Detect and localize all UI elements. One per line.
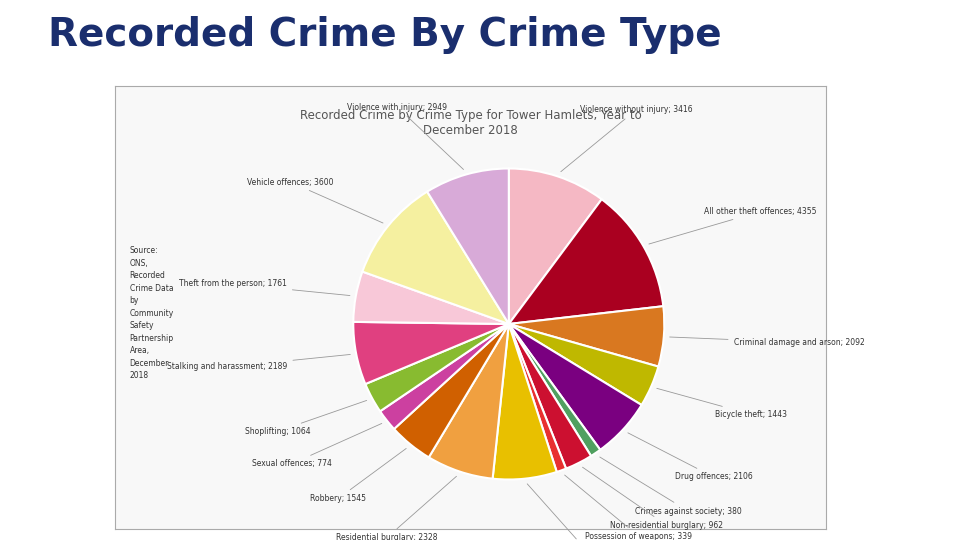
Wedge shape bbox=[509, 324, 600, 456]
Text: Residential burglary; 2328: Residential burglary; 2328 bbox=[336, 476, 456, 540]
Text: Source:
ONS,
Recorded
Crime Data
by
Community
Safety
Partnership
Area,
December
: Source: ONS, Recorded Crime Data by Comm… bbox=[130, 246, 174, 380]
Text: Public order offences; 2229: Public order offences; 2229 bbox=[527, 484, 636, 540]
Text: Shoplifting; 1064: Shoplifting; 1064 bbox=[245, 401, 367, 436]
Text: All other theft offences; 4355: All other theft offences; 4355 bbox=[649, 207, 817, 244]
Text: Bicycle theft; 1443: Bicycle theft; 1443 bbox=[657, 388, 787, 419]
Wedge shape bbox=[509, 324, 566, 472]
Text: Sexual offences; 774: Sexual offences; 774 bbox=[252, 423, 382, 468]
Wedge shape bbox=[509, 306, 664, 367]
Wedge shape bbox=[509, 199, 663, 324]
Text: Violence without injury; 3416: Violence without injury; 3416 bbox=[561, 105, 692, 172]
Text: Non-residential burglary; 962: Non-residential burglary; 962 bbox=[583, 467, 723, 530]
Text: Recorded Crime By Crime Type: Recorded Crime By Crime Type bbox=[48, 16, 722, 54]
Wedge shape bbox=[427, 168, 509, 324]
Text: Robbery; 1545: Robbery; 1545 bbox=[310, 449, 406, 503]
Wedge shape bbox=[366, 324, 509, 411]
Wedge shape bbox=[353, 322, 509, 384]
Text: Drug offences; 2106: Drug offences; 2106 bbox=[628, 433, 753, 481]
Text: Violence with injury; 2949: Violence with injury; 2949 bbox=[348, 103, 464, 170]
Text: Crimes against society; 380: Crimes against society; 380 bbox=[600, 457, 741, 516]
Wedge shape bbox=[509, 324, 641, 450]
Text: Criminal damage and arson; 2092: Criminal damage and arson; 2092 bbox=[670, 337, 864, 347]
Text: Theft from the person; 1761: Theft from the person; 1761 bbox=[179, 279, 350, 295]
Text: Possession of weapons; 339: Possession of weapons; 339 bbox=[564, 475, 692, 540]
Text: Recorded Crime by Crime Type for Tower Hamlets, Year to
December 2018: Recorded Crime by Crime Type for Tower H… bbox=[300, 109, 641, 137]
Wedge shape bbox=[429, 324, 509, 478]
Wedge shape bbox=[380, 324, 509, 429]
Text: Stalking and harassment; 2189: Stalking and harassment; 2189 bbox=[167, 354, 350, 372]
Wedge shape bbox=[509, 324, 659, 405]
Wedge shape bbox=[509, 168, 602, 324]
Wedge shape bbox=[492, 324, 557, 480]
Wedge shape bbox=[509, 324, 591, 469]
Wedge shape bbox=[362, 192, 509, 324]
Wedge shape bbox=[394, 324, 509, 457]
Wedge shape bbox=[353, 272, 509, 324]
Text: Vehicle offences; 3600: Vehicle offences; 3600 bbox=[247, 178, 383, 223]
